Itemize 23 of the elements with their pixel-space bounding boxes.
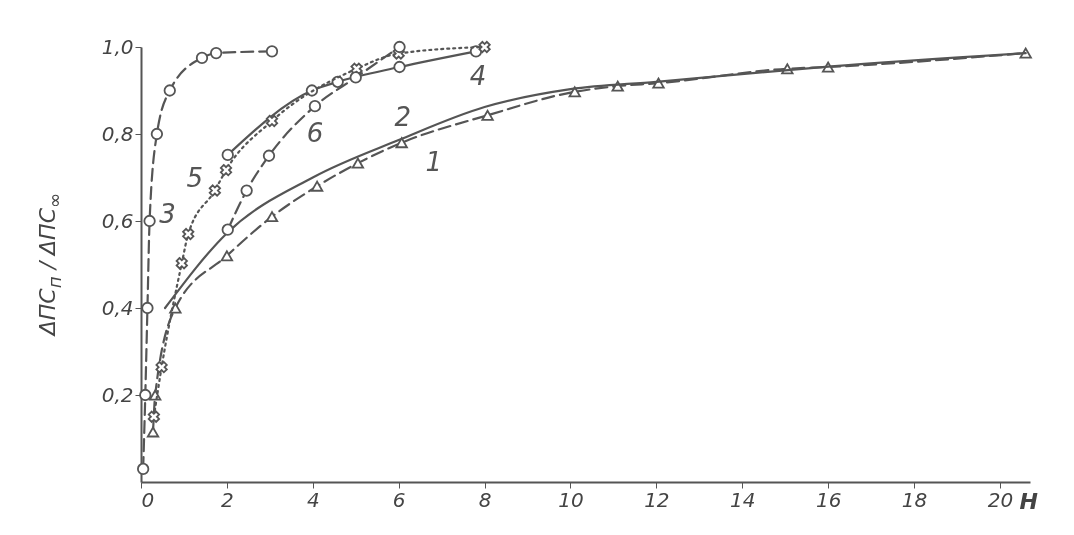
series-label: 2 <box>394 102 411 133</box>
series-label: 4 <box>469 61 487 92</box>
x-tick-label: 8 <box>478 487 492 512</box>
x-tick-label: 12 <box>644 487 670 512</box>
x-tick-label: 4 <box>306 487 320 512</box>
x-tick-label: 18 <box>901 487 928 512</box>
x-tick-label: 0 <box>141 487 155 512</box>
y-tick-label: 0,2 <box>101 382 134 407</box>
x-tick-label: 2 <box>221 487 234 512</box>
y-tick-label: 0,4 <box>101 295 134 320</box>
y-tick-label: 0,6 <box>101 208 134 233</box>
series-label: 1 <box>425 146 442 177</box>
x-axis-title: H <box>1019 488 1038 514</box>
y-tick-label: 1,0 <box>101 34 134 59</box>
x-tick-label: 6 <box>392 487 406 512</box>
series-label: 6 <box>306 118 324 149</box>
x-tick-label: 20 <box>987 487 1014 512</box>
series-label: 5 <box>186 162 204 193</box>
series-label: 3 <box>159 199 176 229</box>
x-tick-label: 10 <box>558 487 584 512</box>
x-tick-label: 16 <box>815 487 842 512</box>
y-tick-label: 0,8 <box>101 121 134 146</box>
x-tick-label: 14 <box>730 487 756 512</box>
